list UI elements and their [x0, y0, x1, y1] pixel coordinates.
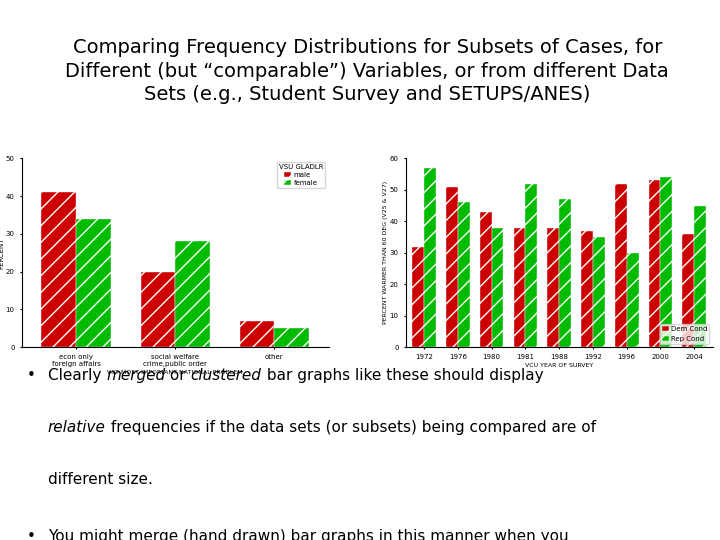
- Bar: [581, 231, 593, 347]
- Bar: [683, 234, 694, 347]
- Text: Comparing Frequency Distributions for Subsets of Cases, for
Different (but “comp: Comparing Frequency Distributions for Su…: [66, 38, 669, 104]
- Bar: [446, 187, 458, 347]
- X-axis label: VST MOST IMPORTANT NATIONAL PROBLEM: VST MOST IMPORTANT NATIONAL PROBLEM: [107, 370, 243, 375]
- Text: clustered: clustered: [191, 368, 261, 382]
- Bar: [274, 328, 309, 347]
- Bar: [547, 228, 559, 347]
- Text: different size.: different size.: [48, 472, 153, 487]
- Bar: [559, 199, 571, 347]
- Y-axis label: PERCENT WARMER THAN 60 DEG (V25 & V27): PERCENT WARMER THAN 60 DEG (V25 & V27): [383, 181, 388, 325]
- Bar: [240, 321, 274, 347]
- Bar: [140, 272, 175, 347]
- Bar: [76, 219, 111, 347]
- Bar: [694, 206, 706, 347]
- Text: Clearly: Clearly: [48, 368, 106, 382]
- Legend: male, female: male, female: [276, 162, 325, 188]
- Bar: [513, 228, 526, 347]
- Bar: [492, 228, 503, 347]
- Bar: [458, 202, 469, 347]
- Text: or: or: [166, 368, 191, 382]
- Bar: [175, 241, 210, 347]
- Text: relative: relative: [48, 420, 106, 435]
- Bar: [480, 212, 492, 347]
- Bar: [424, 168, 436, 347]
- Bar: [660, 177, 672, 347]
- Y-axis label: PERCENT: PERCENT: [0, 237, 4, 268]
- Text: frequencies if the data sets (or subsets) being compared are of: frequencies if the data sets (or subsets…: [106, 420, 595, 435]
- Bar: [526, 184, 537, 347]
- Text: merged: merged: [106, 368, 166, 382]
- Bar: [626, 253, 639, 347]
- Text: bar graphs like these should display: bar graphs like these should display: [261, 368, 544, 382]
- Bar: [413, 246, 424, 347]
- X-axis label: VCU YEAR OF SURVEY: VCU YEAR OF SURVEY: [525, 363, 593, 368]
- Text: •: •: [27, 368, 36, 382]
- Bar: [593, 237, 605, 347]
- Bar: [615, 184, 626, 347]
- Text: •: •: [27, 529, 36, 540]
- Text: You might merge (hand drawn) bar graphs in this manner when you
compare Student : You might merge (hand drawn) bar graphs …: [48, 529, 580, 540]
- Legend: Dem Cond, Rep Cond: Dem Cond, Rep Cond: [660, 324, 709, 344]
- Bar: [42, 192, 76, 347]
- Bar: [649, 180, 660, 347]
